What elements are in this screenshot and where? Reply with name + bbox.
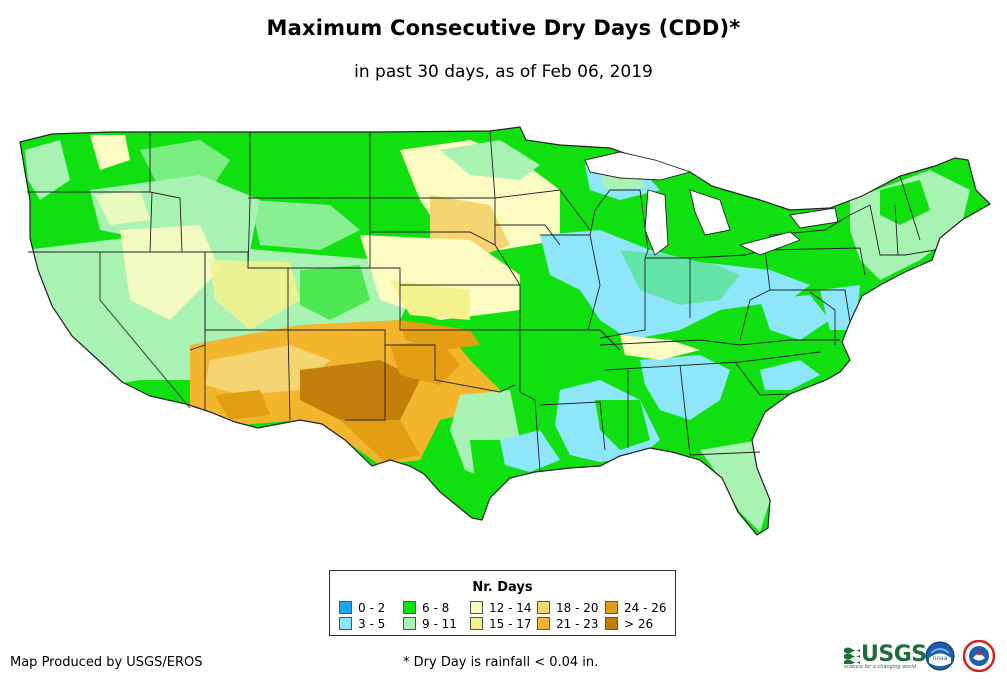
map-subtitle: in past 30 days, as of Feb 06, 2019 xyxy=(354,62,653,82)
legend-label: 18 - 20 xyxy=(556,601,599,615)
legend-label: 21 - 23 xyxy=(556,617,599,631)
legend-item: 12 - 14 xyxy=(470,601,532,615)
legend-item: 9 - 11 xyxy=(403,617,457,631)
legend-swatch xyxy=(403,617,416,630)
legend-label: 9 - 11 xyxy=(422,617,457,631)
map-title: Maximum Consecutive Dry Days (CDD)* xyxy=(266,16,741,40)
legend-swatch xyxy=(605,601,618,614)
legend-item: 15 - 17 xyxy=(470,617,532,631)
legend-swatch xyxy=(470,601,483,614)
state-boundaries xyxy=(19,126,991,536)
great-lakes xyxy=(584,151,839,256)
legend-label: 24 - 26 xyxy=(624,601,667,615)
legend-item: 18 - 20 xyxy=(537,601,599,615)
legend-swatch xyxy=(339,601,352,614)
legend-swatch xyxy=(470,617,483,630)
legend: Nr. Days 0 - 2 3 - 5 6 - 8 9 - 11 12 - 1… xyxy=(329,570,676,636)
noaa-wordmark: noaa xyxy=(933,655,948,662)
legend-label: 6 - 8 xyxy=(422,601,450,615)
legend-label: > 26 xyxy=(624,617,654,631)
legend-item: 0 - 2 xyxy=(339,601,385,615)
usgs-waves-icon xyxy=(844,647,860,664)
legend-item: 3 - 5 xyxy=(339,617,385,631)
dry-day-footnote: * Dry Day is rainfall < 0.04 in. xyxy=(403,655,599,670)
legend-swatch xyxy=(403,601,416,614)
legend-swatch xyxy=(339,617,352,630)
legend-item: > 26 xyxy=(605,617,653,631)
legend-item: 6 - 8 xyxy=(403,601,449,615)
legend-swatch xyxy=(537,601,550,614)
legend-label: 3 - 5 xyxy=(358,617,386,631)
usgs-wordmark: USGS xyxy=(861,642,927,667)
legend-title: Nr. Days xyxy=(472,580,533,595)
legend-swatch xyxy=(537,617,550,630)
legend-item: 24 - 26 xyxy=(605,601,667,615)
map-producer-credit: Map Produced by USGS/EROS xyxy=(10,655,203,670)
usgs-tagline: science for a changing world xyxy=(844,664,916,670)
legend-swatch xyxy=(605,617,618,630)
legend-label: 0 - 2 xyxy=(358,601,386,615)
noaa-logo: noaa xyxy=(925,641,955,671)
legend-item: 21 - 23 xyxy=(537,617,599,631)
legend-label: 12 - 14 xyxy=(489,601,532,615)
legend-label: 15 - 17 xyxy=(489,617,532,631)
nws-logo xyxy=(963,640,995,672)
